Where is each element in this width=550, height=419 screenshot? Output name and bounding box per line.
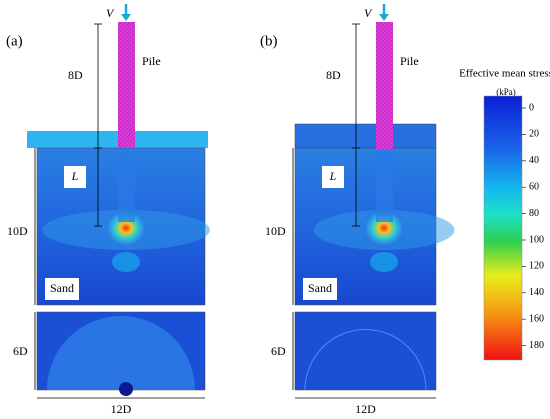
- panels: (a) V 8D Pile L 10D Sand 6D 12D (b) V 8D Pile L 10D San…: [6, 4, 455, 416]
- soil-label: Sand: [308, 281, 332, 295]
- stress-hotspot: [104, 208, 148, 248]
- label-box: [322, 166, 344, 188]
- colorbar-tick-label: 160: [529, 313, 544, 324]
- colorbar-tick-label: 60: [529, 181, 539, 192]
- top-layer: [27, 131, 208, 148]
- width-label: 12D: [355, 402, 376, 416]
- colorbar-tick-label: 180: [529, 340, 544, 351]
- load-arrowhead: [379, 14, 389, 21]
- label-box: [45, 278, 79, 300]
- pile-embedded: [118, 150, 135, 222]
- load-label: V: [364, 6, 373, 20]
- panel: (a) V 8D Pile L 10D Sand 6D 12D: [6, 4, 210, 416]
- base-depth: 6D: [271, 344, 286, 358]
- colorbar-tick-label: 80: [529, 208, 539, 219]
- stress-bulb: [370, 252, 398, 272]
- pile-length: 8D: [68, 68, 83, 82]
- label-box: [303, 278, 337, 300]
- pile-length: 8D: [326, 68, 341, 82]
- pile-above: [376, 22, 393, 150]
- load-arrowhead: [121, 14, 131, 21]
- base-arc: [304, 329, 427, 391]
- panel-label: (a): [6, 33, 23, 49]
- colorbar-tick-label: 100: [529, 234, 544, 245]
- base-block: [294, 311, 437, 391]
- colorbar-tick-label: 40: [529, 155, 539, 166]
- sand-depth: 10D: [265, 224, 286, 238]
- colorbar-tick-label: 140: [529, 287, 544, 298]
- stress-hotspot: [362, 208, 406, 248]
- pile-label: Pile: [400, 54, 419, 68]
- stress-bulb: [112, 252, 140, 272]
- colorbar-tick-label: 20: [529, 129, 539, 140]
- width-label: 12D: [111, 402, 132, 416]
- colorbar-scale: [483, 95, 523, 361]
- sand-depth: 10D: [7, 224, 28, 238]
- colorbar-title: Effective mean stress: [459, 68, 550, 80]
- panel: (b) V 8D Pile L 10D Sand 6D 12D: [260, 4, 455, 416]
- load-label: V: [106, 6, 115, 20]
- embed-label: L: [329, 169, 337, 183]
- colorbar-tick-label: 0: [529, 102, 534, 113]
- embed-label: L: [71, 169, 79, 183]
- colorbar-unit: (kPa): [496, 87, 516, 97]
- panel-label: (b): [260, 33, 278, 49]
- base-hole: [119, 382, 133, 396]
- soil-label: Sand: [50, 281, 74, 295]
- pile-embedded: [376, 150, 393, 222]
- colorbar: Effective mean stress (kPa) 0 20 40 60 80 100…: [459, 68, 550, 361]
- label-box: [64, 166, 86, 188]
- top-layer: [294, 123, 437, 149]
- base-depth: 6D: [13, 344, 28, 358]
- pile-above: [118, 22, 135, 148]
- colorbar-tick-label: 120: [529, 261, 544, 272]
- pile-label: Pile: [142, 54, 161, 68]
- base-arc: [47, 316, 195, 390]
